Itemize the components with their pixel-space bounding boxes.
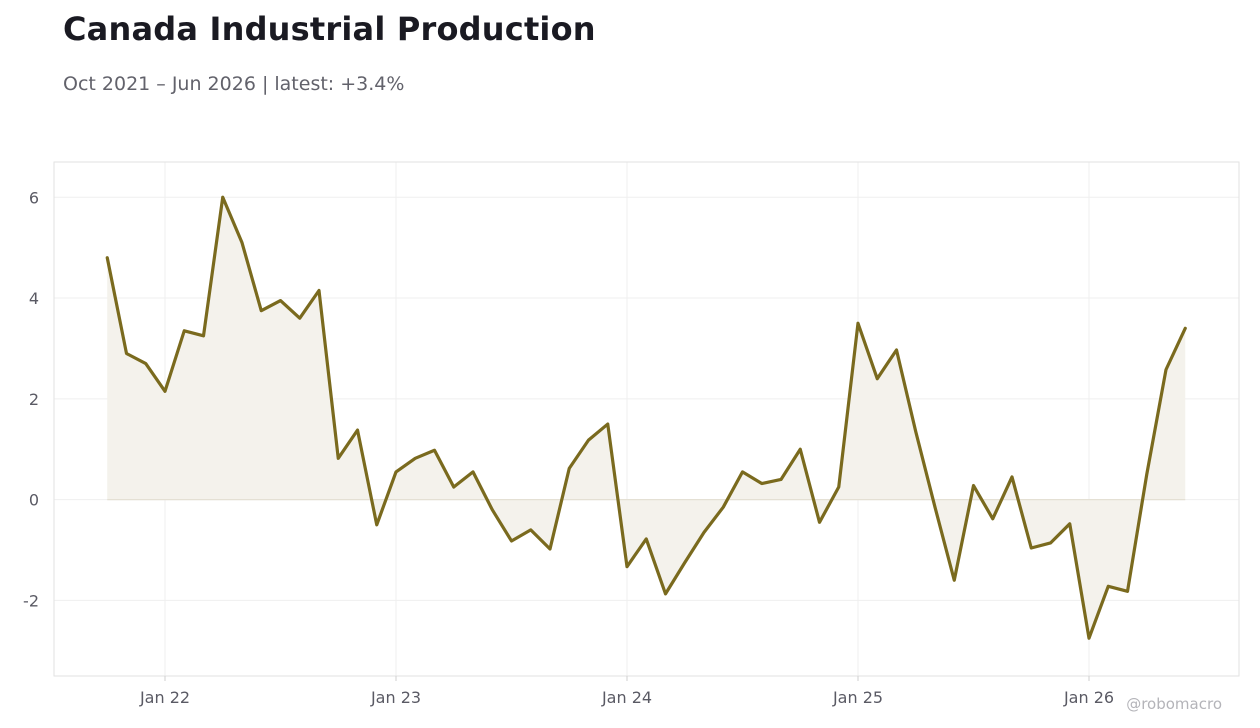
x-tick-label: Jan 26 [1063,688,1114,707]
series-line [105,195,1187,640]
source-credit: @robomacro [1126,695,1222,713]
plot-frame [53,161,1240,677]
y-tick-label: 0 [29,491,39,510]
x-tick-label: Jan 22 [139,688,190,707]
y-tick-label: 6 [29,188,39,207]
chart-subtitle: Oct 2021 – Jun 2026 | latest: +3.4% [63,73,405,95]
y-tick-label: 2 [29,390,39,409]
y-tick-label: -2 [23,591,39,610]
area-fill [107,197,1186,639]
x-tick-label: Jan 23 [370,688,421,707]
chart-title: Canada Industrial Production [63,10,596,48]
x-tick-label: Jan 25 [832,688,883,707]
x-tick-label: Jan 24 [601,688,652,707]
y-tick-label: 4 [29,289,39,308]
axis-ticks: -2 0 2 4 6 Jan 22 Jan 23 Jan 24 Jan 25 Jan 26 [23,188,1114,707]
